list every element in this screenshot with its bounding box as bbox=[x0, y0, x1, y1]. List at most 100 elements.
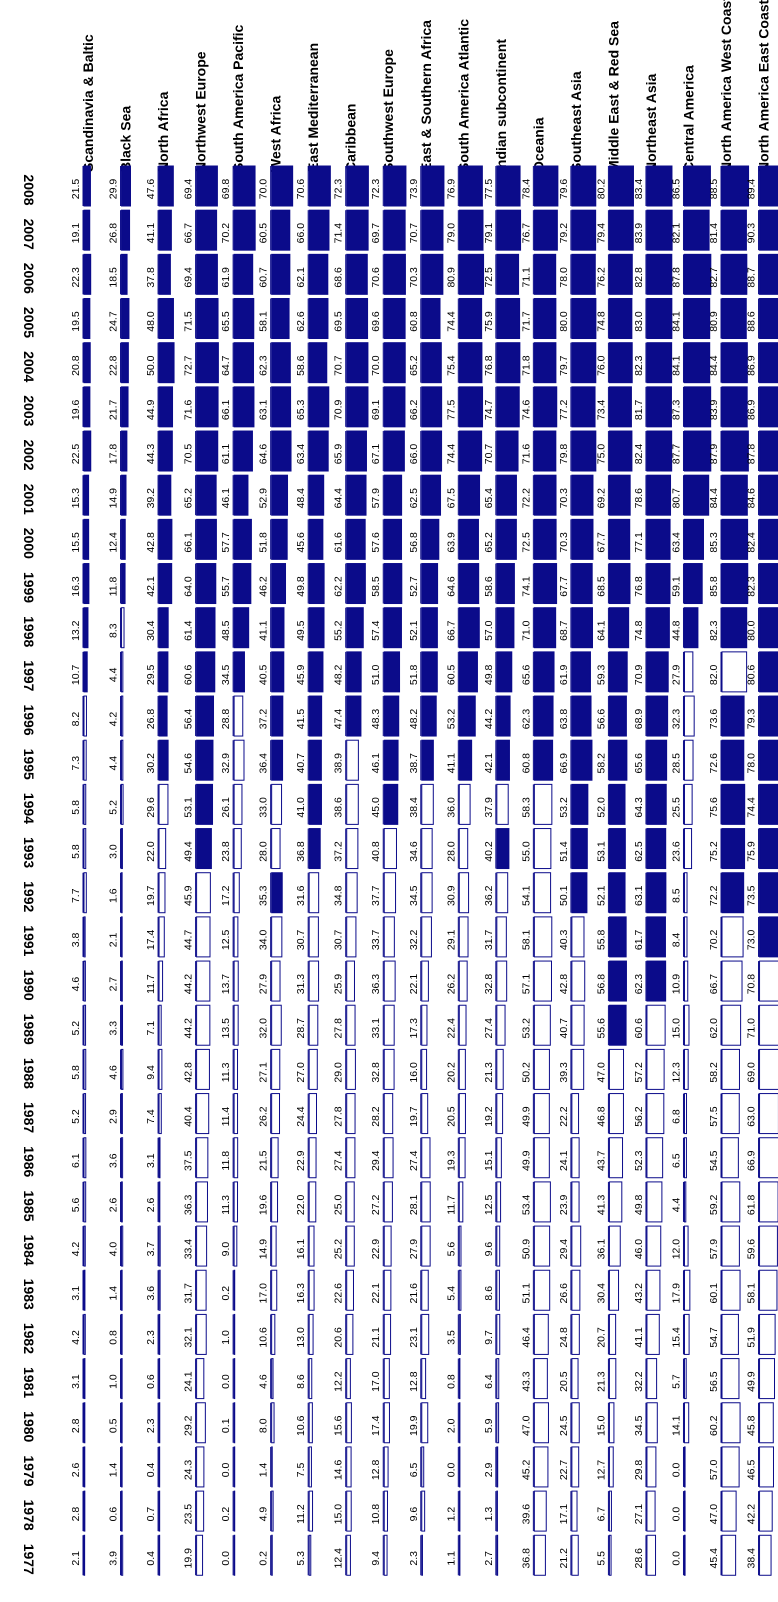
value-label: 65.6 bbox=[520, 664, 532, 685]
value-label: 22.2 bbox=[558, 1106, 570, 1127]
bar bbox=[496, 1313, 501, 1355]
bar bbox=[608, 1313, 617, 1355]
bar bbox=[121, 430, 128, 472]
bar bbox=[271, 1225, 277, 1267]
bar bbox=[571, 651, 591, 693]
bar bbox=[196, 739, 214, 781]
bar bbox=[83, 165, 91, 207]
bar bbox=[721, 1093, 740, 1135]
year-label-1991: 1991 bbox=[21, 925, 37, 956]
bar bbox=[121, 828, 123, 870]
bar bbox=[421, 916, 432, 958]
bar bbox=[646, 1093, 665, 1135]
bar bbox=[496, 651, 513, 693]
value-label: 87.8 bbox=[670, 267, 682, 288]
value-label: 73.6 bbox=[708, 709, 720, 730]
bar bbox=[608, 872, 626, 914]
value-label: 70.2 bbox=[708, 930, 720, 951]
bar bbox=[571, 783, 589, 825]
value-label: 19.6 bbox=[258, 1195, 270, 1216]
bar bbox=[421, 828, 433, 870]
value-label: 55.0 bbox=[520, 841, 532, 862]
bar bbox=[458, 386, 484, 428]
value-label: 88.6 bbox=[746, 311, 758, 332]
bar bbox=[346, 1269, 354, 1311]
bar bbox=[608, 1490, 612, 1532]
bar bbox=[646, 872, 667, 914]
value-label: 21.3 bbox=[483, 1062, 495, 1083]
value-label: 48.5 bbox=[220, 620, 232, 641]
bar bbox=[83, 1048, 87, 1090]
value-label: 68.9 bbox=[633, 709, 645, 730]
value-label: 46.5 bbox=[746, 1460, 758, 1481]
value-label: 34.5 bbox=[633, 1415, 645, 1436]
value-label: 79.8 bbox=[558, 444, 570, 465]
bar bbox=[458, 518, 479, 560]
value-label: 57.2 bbox=[633, 1062, 645, 1083]
value-label: 27.1 bbox=[633, 1504, 645, 1525]
bar bbox=[683, 783, 693, 825]
bar bbox=[608, 1048, 625, 1090]
value-label: 21.1 bbox=[370, 1327, 382, 1348]
value-label: 76.0 bbox=[595, 355, 607, 376]
value-label: 80.9 bbox=[445, 267, 457, 288]
bar bbox=[346, 518, 366, 560]
bar bbox=[383, 651, 401, 693]
value-label: 27.4 bbox=[483, 1018, 495, 1039]
value-label: 56.5 bbox=[708, 1371, 720, 1392]
bar bbox=[646, 1181, 663, 1223]
bar bbox=[721, 1048, 740, 1090]
value-label: 45.8 bbox=[746, 1415, 758, 1436]
value-label: 6.7 bbox=[595, 1507, 607, 1522]
value-label: 17.4 bbox=[145, 930, 157, 951]
year-label-1997: 1997 bbox=[21, 660, 37, 691]
bar bbox=[158, 563, 173, 605]
value-label: 46.1 bbox=[220, 488, 232, 509]
bar bbox=[83, 1358, 86, 1400]
value-label: 22.1 bbox=[370, 1283, 382, 1304]
value-label: 27.9 bbox=[670, 664, 682, 685]
value-label: 24.1 bbox=[183, 1371, 195, 1392]
value-label: 49.9 bbox=[746, 1371, 758, 1392]
value-label: 58.6 bbox=[295, 355, 307, 376]
bar bbox=[421, 651, 438, 693]
bar bbox=[308, 695, 323, 737]
value-label: 62.1 bbox=[295, 267, 307, 288]
bar bbox=[571, 1402, 580, 1444]
value-label: 60.5 bbox=[445, 664, 457, 685]
bar bbox=[83, 1402, 86, 1444]
value-label: 12.7 bbox=[595, 1460, 607, 1481]
bar bbox=[383, 607, 402, 649]
value-label: 2.3 bbox=[145, 1418, 157, 1433]
bar bbox=[346, 342, 369, 384]
bar bbox=[458, 783, 471, 825]
bar bbox=[646, 386, 672, 428]
bar bbox=[646, 342, 673, 384]
bar bbox=[158, 960, 164, 1002]
bar bbox=[271, 1446, 273, 1488]
bar bbox=[383, 1181, 393, 1223]
value-label: 53.1 bbox=[595, 841, 607, 862]
bar bbox=[271, 607, 285, 649]
value-label: 15.0 bbox=[670, 1018, 682, 1039]
value-label: 41.3 bbox=[595, 1195, 607, 1216]
value-label: 83.0 bbox=[633, 311, 645, 332]
value-label: 71.4 bbox=[333, 223, 345, 244]
value-label: 1.6 bbox=[108, 888, 120, 903]
value-label: 13.0 bbox=[295, 1327, 307, 1348]
value-label: 19.9 bbox=[183, 1548, 195, 1569]
value-label: 37.2 bbox=[258, 709, 270, 730]
bar bbox=[233, 960, 239, 1002]
bar bbox=[271, 1358, 274, 1400]
value-label: 36.8 bbox=[520, 1548, 532, 1569]
value-label: 41.0 bbox=[295, 797, 307, 818]
bar bbox=[683, 474, 710, 516]
bar bbox=[496, 430, 519, 472]
value-label: 24.4 bbox=[295, 1106, 307, 1127]
bar bbox=[383, 386, 406, 428]
value-label: 62.3 bbox=[633, 974, 645, 995]
value-label: 11.2 bbox=[295, 1504, 307, 1524]
value-label: 19.6 bbox=[70, 399, 82, 420]
bar bbox=[571, 1313, 580, 1355]
value-label: 74.4 bbox=[445, 444, 457, 465]
